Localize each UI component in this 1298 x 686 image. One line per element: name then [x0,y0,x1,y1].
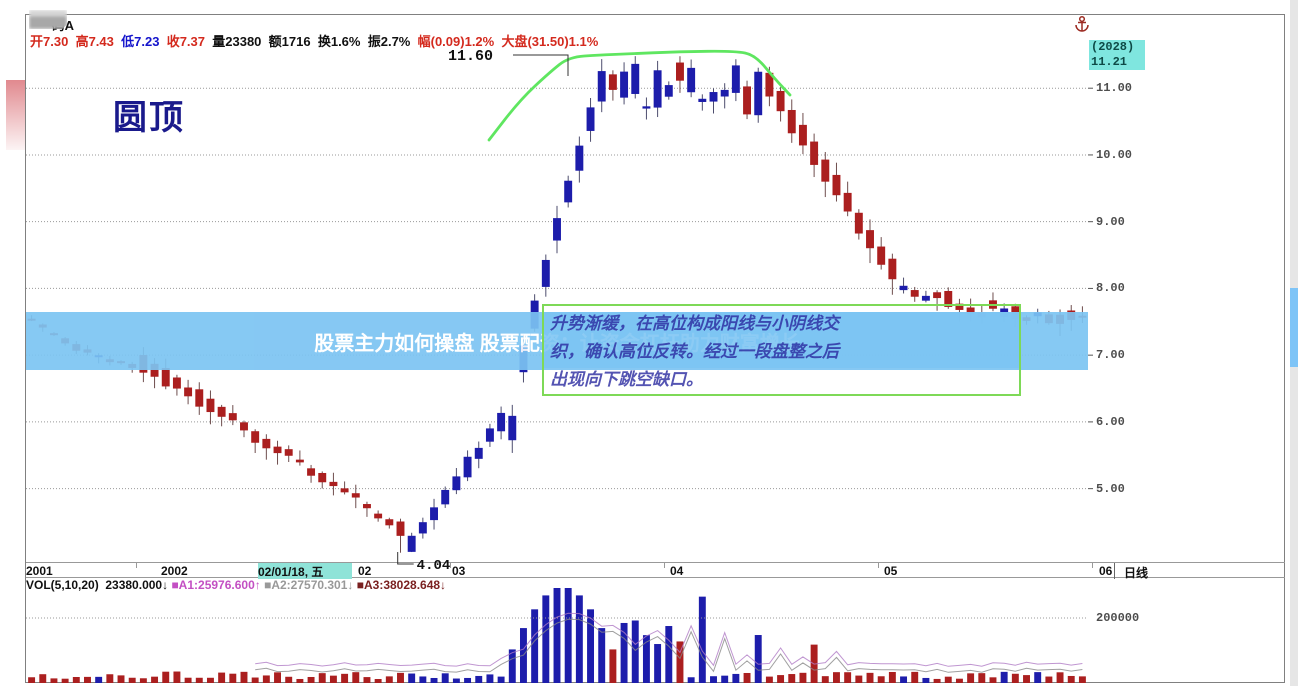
svg-text:11.60: 11.60 [448,48,493,65]
svg-text:4.04: 4.04 [417,558,451,574]
